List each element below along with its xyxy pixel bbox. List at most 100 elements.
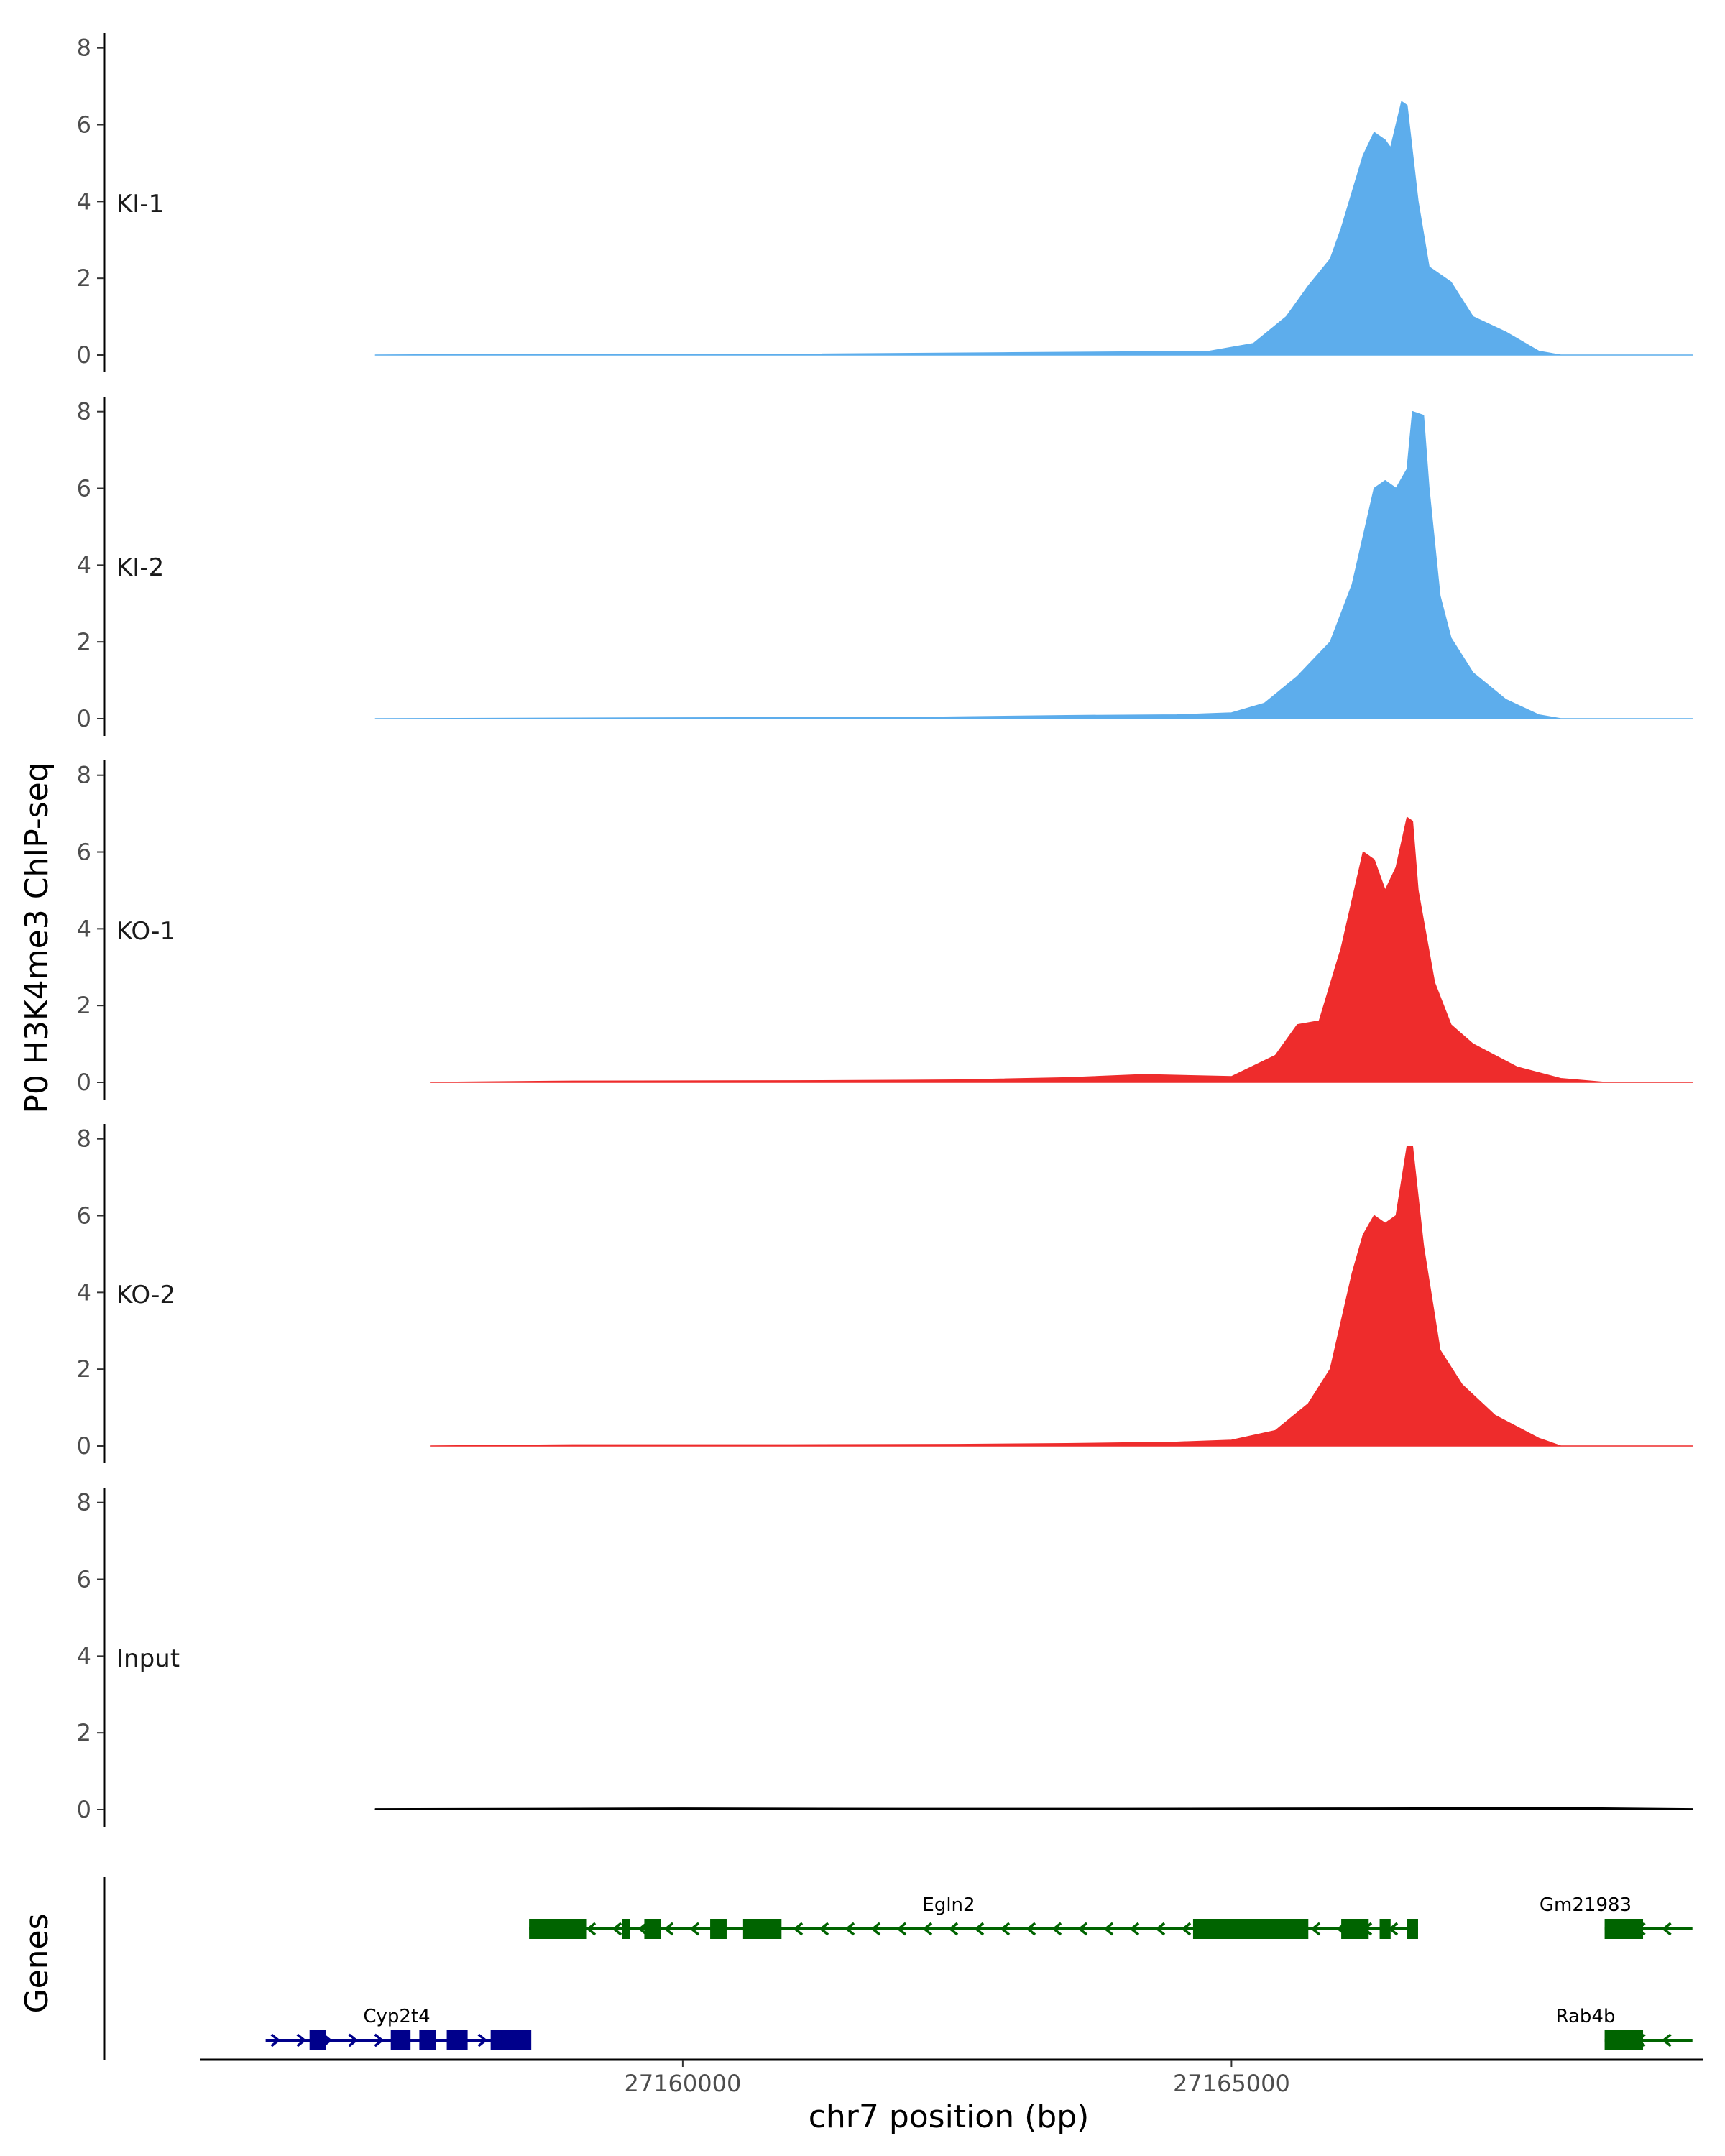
track-panel-ko-1: 0 2 4 6 8 KO-1 [77, 760, 1693, 1100]
strand-arrow [845, 1922, 855, 1936]
exon [529, 1919, 586, 1939]
track-label: KI-2 [116, 553, 164, 582]
strand-arrow [586, 1922, 597, 1936]
exon [1604, 1919, 1644, 1939]
x-tick-label: 27160000 [624, 2070, 741, 2097]
y-tick-label: 6 [77, 1202, 91, 1230]
exon [446, 2030, 468, 2050]
y-tick-label: 0 [77, 1796, 91, 1823]
strand-arrow [1661, 2033, 1672, 2047]
exon [1379, 1919, 1391, 1939]
y-axis-title: P0 H3K4me3 ChIP-seq [19, 762, 55, 1113]
strand-arrow [612, 1922, 622, 1936]
y-tick-label: 4 [77, 1642, 91, 1669]
exon [490, 2030, 505, 2050]
exon [1341, 1919, 1369, 1939]
y-tick-label: 2 [77, 1355, 91, 1383]
exon [1604, 2030, 1644, 2050]
y-tick-label: 8 [77, 762, 91, 789]
gene-cyp2t4: Cyp2t4 [265, 2006, 532, 2050]
strand-arrow [1661, 1922, 1672, 1936]
strand-arrow [663, 1922, 674, 1936]
strand-arrow [1103, 1922, 1114, 1936]
gene-label: Cyp2t4 [363, 2006, 430, 2027]
exon [309, 2030, 326, 2050]
strand-arrow [374, 2033, 385, 2047]
track-label: Input [116, 1644, 180, 1673]
strand-arrow [348, 2033, 359, 2047]
strand-arrow [1026, 1922, 1036, 1936]
y-tick-label: 0 [77, 1432, 91, 1460]
coverage-area [429, 816, 1693, 1083]
gene-egln2: Egln2 [529, 1894, 1418, 1939]
strand-arrow [477, 2033, 488, 2047]
coverage-area [374, 1807, 1693, 1810]
gene-annotation-panel: Egln2 Gm21983 Cyp2t4 Rab4b [103, 1877, 1693, 2060]
exon [622, 1919, 630, 1939]
strand-arrow [922, 1922, 933, 1936]
gene-rab4b: Rab4b [1556, 2006, 1693, 2050]
gene-gm21983: Gm21983 [1540, 1894, 1693, 1939]
y-tick-label: 4 [77, 188, 91, 215]
coverage-area [374, 410, 1693, 719]
y-tick-label: 8 [77, 34, 91, 62]
exon [644, 1919, 661, 1939]
exon [710, 1919, 727, 1939]
strand-arrow [1181, 1922, 1192, 1936]
y-tick-label: 6 [77, 1566, 91, 1593]
coverage-area [374, 101, 1693, 356]
exon [742, 1919, 782, 1939]
y-tick-label: 8 [77, 1489, 91, 1516]
x-axis-title: chr7 position (bp) [809, 2099, 1090, 2135]
track-panel-ko-2: 0 2 4 6 8 KO-2 [77, 1124, 1693, 1463]
strand-arrow [1000, 1922, 1011, 1936]
strand-arrow [1077, 1922, 1088, 1936]
track-label: KO-2 [116, 1281, 175, 1309]
y-tick-label: 2 [77, 1719, 91, 1746]
y-tick-label: 6 [77, 839, 91, 866]
y-tick-label: 4 [77, 551, 91, 579]
gene-label: Gm21983 [1540, 1894, 1632, 1916]
y-tick-label: 2 [77, 628, 91, 655]
strand-arrow [1155, 1922, 1166, 1936]
exon [390, 2030, 411, 2050]
strand-arrow [793, 1922, 804, 1936]
x-tick-label: 27165000 [1173, 2070, 1290, 2097]
x-axis: 27160000 27165000 [200, 2058, 1703, 2097]
track-panel-ki-2: 0 2 4 6 8 KI-2 [77, 397, 1693, 736]
y-tick-label: 8 [77, 398, 91, 425]
strand-arrow [896, 1922, 907, 1936]
exon [419, 2030, 436, 2050]
strand-arrow [948, 1922, 959, 1936]
strand-arrow [689, 1922, 700, 1936]
y-tick-label: 2 [77, 264, 91, 292]
y-tick-label: 4 [77, 915, 91, 942]
track-label: KI-1 [116, 190, 164, 218]
exon [501, 2030, 532, 2050]
strand-arrow [1129, 1922, 1140, 1936]
strand-arrow [870, 1922, 881, 1936]
y-tick-label: 8 [77, 1125, 91, 1153]
strand-arrow [1310, 1922, 1321, 1936]
strand-arrow [270, 2033, 281, 2047]
y-tick-label: 6 [77, 111, 91, 139]
coverage-area [429, 1146, 1693, 1447]
coverage-tracks: 0 2 4 6 8 KI-1 0 2 4 6 8 KI-2 0 2 4 6 8 KO-1 0 2 4 6 8 KO-2 0 2 4 6… [77, 33, 1693, 1827]
track-panel-ki-1: 0 2 4 6 8 KI-1 [77, 33, 1693, 372]
genes-panel-title: Genes [19, 1913, 55, 2013]
strand-arrow [296, 2033, 307, 2047]
y-tick-label: 6 [77, 475, 91, 502]
y-tick-label: 0 [77, 705, 91, 732]
y-tick-label: 0 [77, 1069, 91, 1096]
track-panel-input: 0 2 4 6 8 Input [77, 1488, 1693, 1827]
strand-arrow [1052, 1922, 1062, 1936]
y-tick-label: 4 [77, 1279, 91, 1306]
track-label: KO-1 [116, 917, 175, 946]
y-tick-label: 2 [77, 992, 91, 1019]
strand-arrow [819, 1922, 829, 1936]
exon [1192, 1919, 1309, 1939]
y-tick-label: 0 [77, 341, 91, 369]
gene-label: Egln2 [922, 1894, 975, 1916]
strand-arrow [974, 1922, 985, 1936]
